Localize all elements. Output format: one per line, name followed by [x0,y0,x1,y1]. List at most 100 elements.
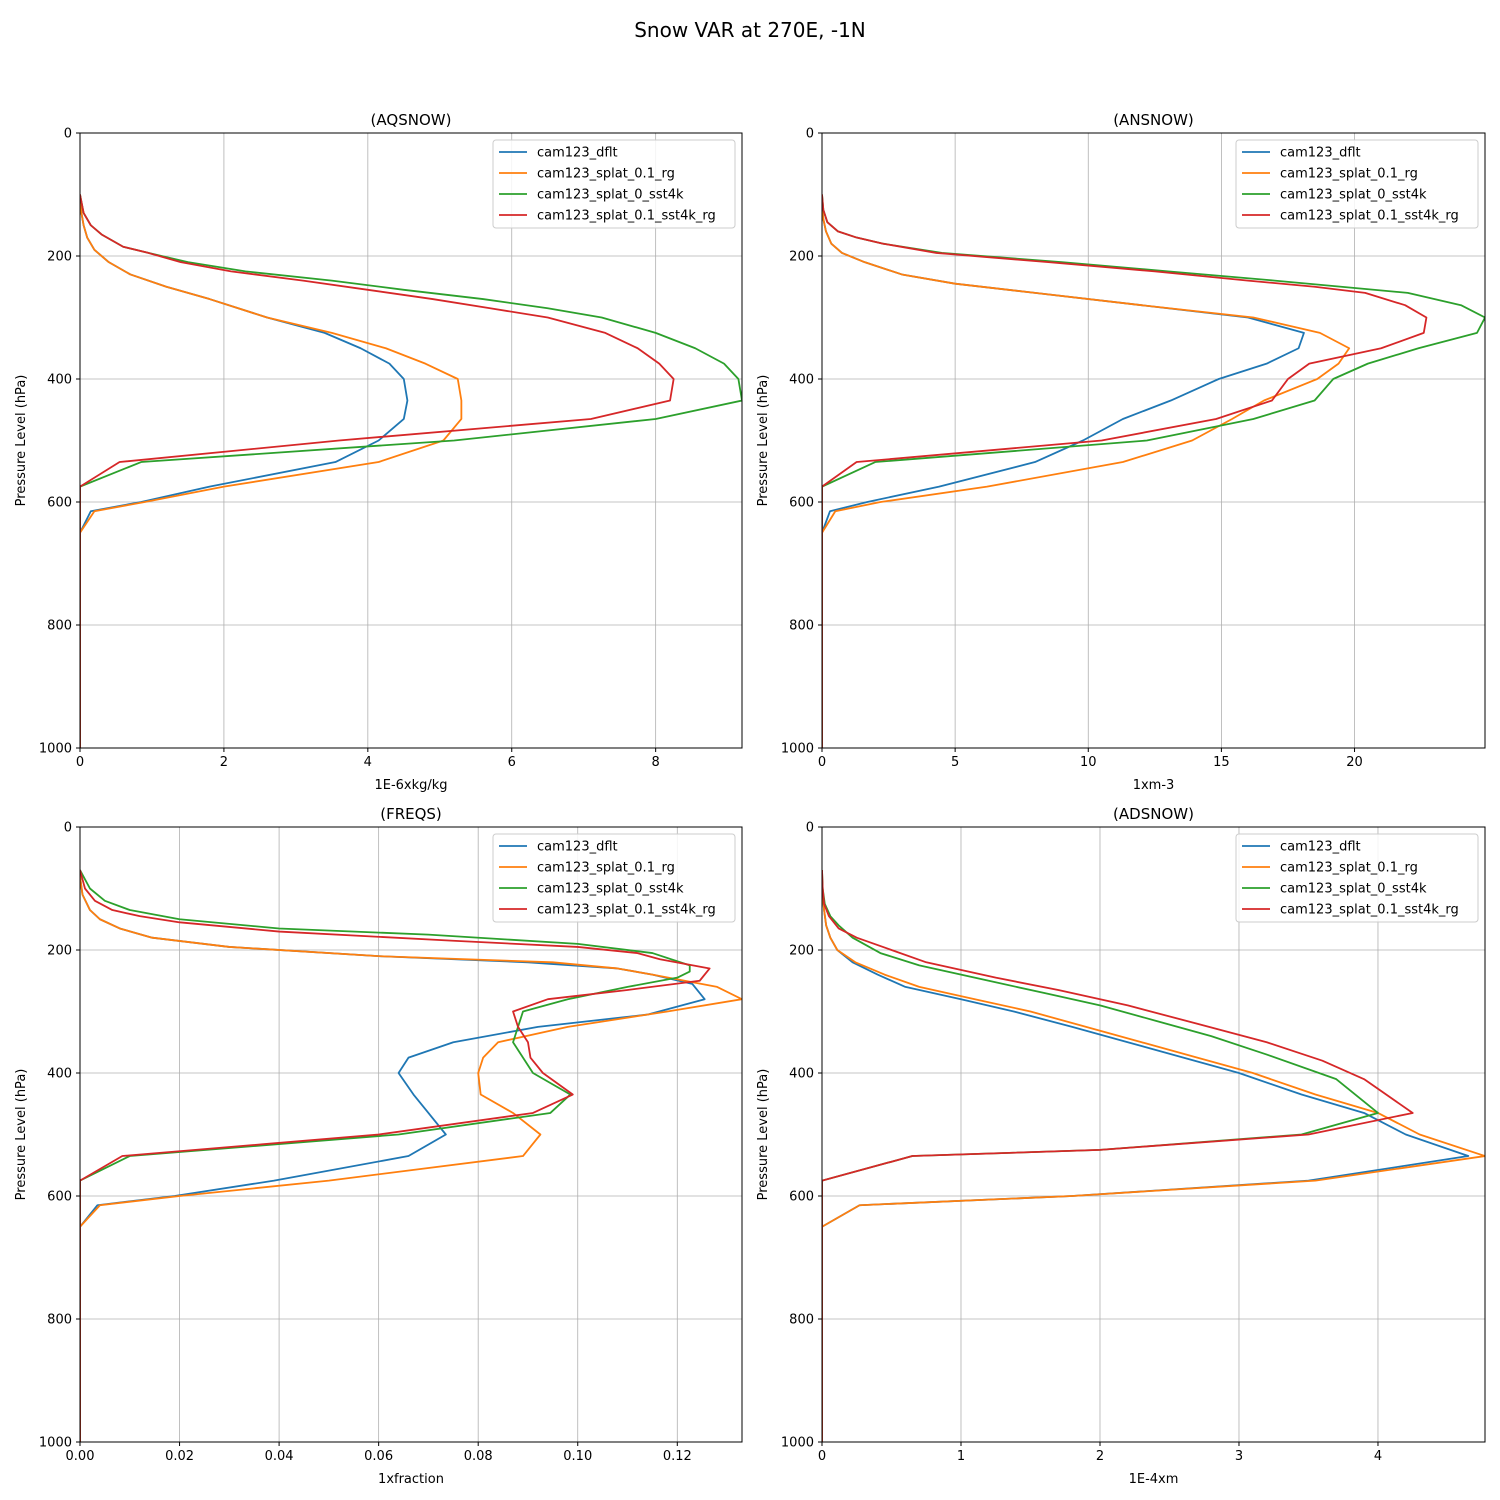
y-axis-label: Pressure Level (hPa) [756,375,771,507]
x-tick-label: 0 [818,1449,826,1464]
y-tick-label: 600 [789,496,814,511]
x-axis-label: 1xfraction [378,1472,444,1487]
axes-frame [821,132,1486,749]
legend-box [492,833,736,923]
legend: cam123_dflt cam123_splat_0.1_rg cam123_spl… [492,139,736,229]
x-tick-label: 4 [364,755,372,770]
legend-entry: cam123_splat_0.1_rg [1280,861,1418,876]
panels: 0 2 4 6 802004006008001000(AQSNOW)1E-6xkg/kg… [14,111,1486,1487]
y-tick-label: 600 [47,496,72,511]
y-tick-label: 200 [789,250,814,265]
series-group [822,870,1485,1442]
panel-title: (AQSNOW) [371,111,452,129]
series-line-cam123_splat_0.1_sst4k_rg [80,869,711,1442]
legend-entry: cam123_dflt [1280,840,1361,855]
legend-entry: cam123_splat_0.1_sst4k_rg [1280,903,1459,918]
x-axis-label: 1E-4xm [1129,1472,1179,1487]
panel-3: 0 1 2 3 4 0 200 400 600 800 1000 (ADSNOW) 1E-4xm Pres… [756,805,1486,1487]
legend: cam123_dflt cam123_splat_0.1_rg cam123_spl… [1235,139,1479,229]
x-tick-label: 0.06 [364,1449,393,1464]
x-tick-label: 0 [818,755,826,770]
panel-0: 0 2 4 6 8 0 200 400 600 800 1000 (AQSNOW) 1E-6xkg/kg… [14,111,743,793]
y-tick-label: 0 [806,127,814,142]
x-tick-label: 10 [1080,755,1097,770]
y-tick-label: 800 [47,619,72,634]
x-tick-label: 0.12 [663,1449,692,1464]
legend-entry: cam123_splat_0_sst4k [537,882,684,897]
x-tick-label: 5 [951,755,959,770]
series-line-cam123_splat_0_sst4k [80,869,691,1442]
x-tick-label: 4 [1374,1449,1382,1464]
y-tick-label: 1000 [781,1436,814,1451]
legend-entry: cam123_dflt [537,146,618,161]
y-tick-label: 0 [64,127,72,142]
x-axis-label: 1E-6xkg/kg [374,778,447,793]
legend-entry: cam123_dflt [1280,146,1361,161]
series-line-cam123_splat_0.1_sst4k_rg [822,870,1414,1442]
x-tick-label: 0 [76,755,84,770]
legend-entry: cam123_splat_0_sst4k [1280,882,1427,897]
x-tick-label: 2 [1096,1449,1104,1464]
series-line-cam123_splat_0.1_sst4k_rg [822,194,1428,748]
x-tick-label: 15 [1213,755,1230,770]
legend: cam123_dflt cam123_splat_0.1_rg cam123_spl… [1235,833,1479,923]
y-tick-label: 200 [47,944,72,959]
y-axis-label: Pressure Level (hPa) [756,1069,771,1201]
series-group [822,194,1485,748]
x-tick-label: 0.04 [265,1449,294,1464]
series-line-cam123_splat_0.1_rg [80,194,463,748]
legend-box [1235,139,1479,229]
series-line-cam123_splat_0.1_sst4k_rg [80,194,675,748]
series-group [80,869,742,1442]
series-line-cam123_splat_0.1_rg [80,876,742,1442]
series-line-cam123_splat_0.1_rg [822,206,1351,748]
legend-entry: cam123_splat_0.1_sst4k_rg [1280,209,1459,224]
legend: cam123_dflt cam123_splat_0.1_rg cam123_spl… [492,833,736,923]
panel-title: (ANSNOW) [1113,111,1194,129]
panel-2: 0.00 0.02 0.04 0.06 0.08 0.10 0.12 0 200 400 600 80… [14,805,743,1487]
legend-entry: cam123_splat_0.1_sst4k_rg [537,209,716,224]
x-tick-label: 2 [220,755,228,770]
legend-box [1235,833,1479,923]
x-tick-label: 0.02 [165,1449,194,1464]
y-tick-label: 0 [64,821,72,836]
x-tick-label: 0.10 [563,1449,592,1464]
series-group [80,194,742,748]
legend-entry: cam123_splat_0_sst4k [1280,188,1427,203]
series-line-cam123_splat_0.1_rg [822,876,1485,1442]
x-tick-label: 1 [957,1449,965,1464]
x-tick-label: 6 [508,755,516,770]
y-tick-label: 1000 [39,1436,72,1451]
panel-title: (FREQS) [380,805,442,823]
y-tick-label: 400 [789,1067,814,1082]
x-tick-label: 3 [1235,1449,1243,1464]
y-axis-label: Pressure Level (hPa) [14,375,29,507]
x-tick-label: 8 [652,755,660,770]
x-tick-label: 0.08 [464,1449,493,1464]
x-axis-label: 1xm-3 [1133,778,1175,793]
y-tick-label: 600 [47,1190,72,1205]
legend-entry: cam123_splat_0.1_sst4k_rg [537,903,716,918]
legend-entry: cam123_splat_0_sst4k [537,188,684,203]
legend-entry: cam123_splat_0.1_rg [537,167,675,182]
y-tick-label: 400 [47,373,72,388]
y-tick-label: 1000 [39,742,72,757]
legend-entry: cam123_dflt [537,840,618,855]
y-tick-label: 1000 [781,742,814,757]
x-tick-label: 0.00 [66,1449,95,1464]
y-tick-label: 400 [47,1067,72,1082]
y-tick-label: 800 [47,1313,72,1328]
y-tick-label: 0 [806,821,814,836]
y-axis-label: Pressure Level (hPa) [14,1069,29,1201]
y-tick-label: 200 [789,944,814,959]
legend-entry: cam123_splat_0.1_rg [1280,167,1418,182]
axes-frame [79,826,743,1443]
y-tick-label: 400 [789,373,814,388]
legend-entry: cam123_splat_0.1_rg [537,861,675,876]
y-tick-label: 600 [789,1190,814,1205]
figure-title: Snow VAR at 270E, -1N [634,18,866,42]
y-tick-label: 200 [47,250,72,265]
legend-box [492,139,736,229]
